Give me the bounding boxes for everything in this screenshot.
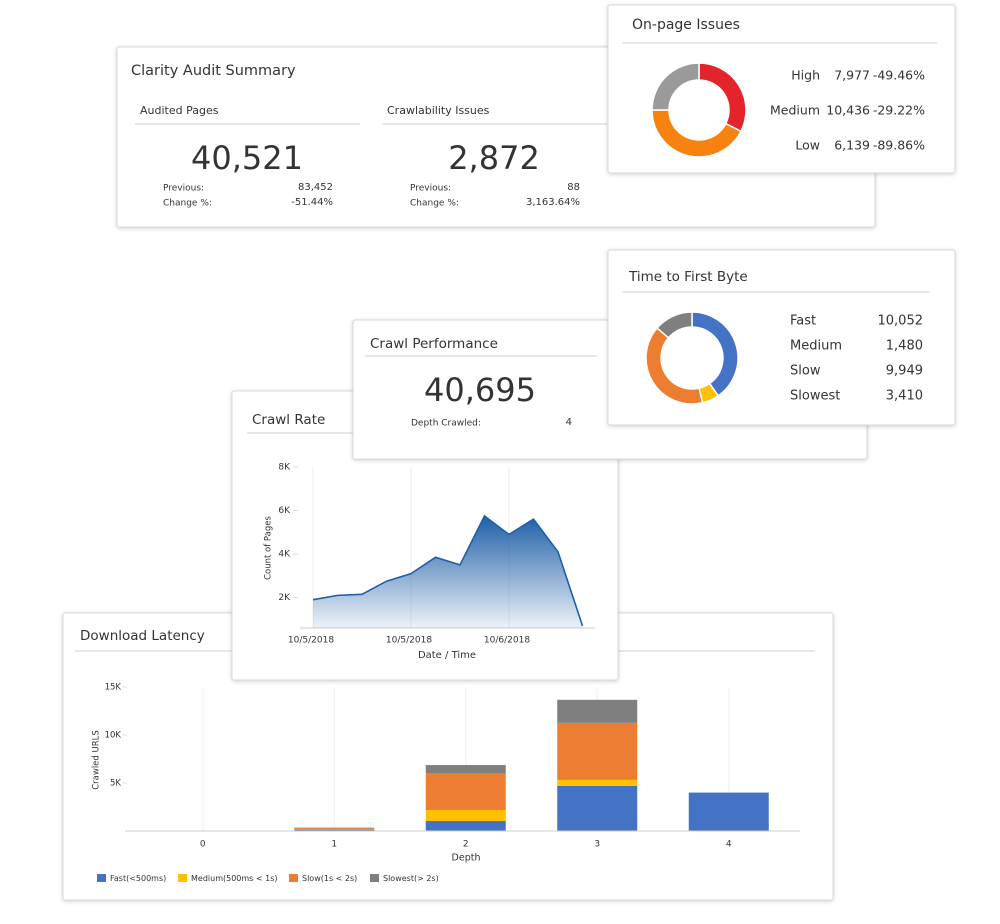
stacked-bar-segment (425, 765, 506, 774)
area-fill (313, 515, 583, 628)
panel-title: Crawl Performance (370, 336, 498, 352)
x-tick-label: 3 (594, 840, 600, 850)
legend-label: High (791, 68, 820, 83)
y-tick-label: 6K (278, 506, 291, 516)
onpage-issues-panel: On-page Issues High 7,977 -49.46% Medium 10,4… (607, 4, 956, 174)
previous-value: 83,452 (298, 182, 333, 193)
stacked-bar-segment (294, 829, 375, 831)
change-value: -51.44% (291, 197, 333, 208)
crawl-rate-panel: Crawl Rate 2K 4K 6K 8K 10/5/2018 10/5/2018 10/6… (231, 390, 619, 681)
panel-title: On-page Issues (632, 17, 740, 33)
download-latency-panel: Download Latency 5K 10K 15K 0 1 2 3 4 Depth Crawle… (62, 612, 834, 901)
legend-label: Medium(500ms < 1s) (191, 874, 278, 883)
legend-label: Fast(<500ms) (110, 874, 166, 883)
y-axis-label: Count of Pages (264, 516, 274, 580)
legend-value: 6,139 (834, 138, 870, 153)
donut-slice (651, 62, 700, 111)
legend-value: 10,052 (878, 314, 924, 329)
stacked-bar-segment (557, 722, 638, 780)
stacked-bar-segment (557, 779, 638, 786)
panel-card (607, 249, 956, 426)
legend-swatch (178, 874, 187, 882)
stacked-bar-segment (425, 809, 506, 822)
legend-value: 10,436 (826, 103, 870, 118)
y-tick-label: 5K (110, 779, 121, 789)
area-line (312, 514, 584, 627)
legend-label: Fast (790, 314, 816, 329)
panel-title: Clarity Audit Summary (131, 63, 296, 79)
x-axis-label: Date / Time (418, 650, 476, 661)
stacked-bar-segment (294, 828, 375, 830)
change-label: Change %: (410, 199, 459, 209)
panel-card (607, 4, 956, 174)
legend-label: Medium (790, 339, 842, 354)
stacked-bar-segment (557, 699, 638, 723)
donut-slice (656, 311, 693, 339)
legend-change: -89.86% (873, 138, 925, 153)
panel-title: Time to First Byte (628, 269, 748, 285)
y-tick-label: 15K (105, 683, 122, 693)
y-tick-label: 4K (278, 550, 291, 560)
stacked-bar-segment (688, 792, 769, 831)
change-label: Change %: (163, 199, 212, 209)
stacked-bar-segment (557, 785, 638, 831)
legend-label: Slowest(> 2s) (383, 874, 439, 883)
card-value: 40,521 (191, 139, 303, 177)
stacked-bar-segment (425, 821, 506, 831)
legend-label: Medium (770, 103, 820, 118)
depth-value: 4 (566, 417, 572, 428)
legend-label: Low (795, 138, 820, 153)
card-label: Crawlability Issues (387, 104, 490, 117)
previous-label: Previous: (163, 184, 204, 194)
depth-label: Depth Crawled: (411, 419, 481, 429)
y-tick-label: 10K (105, 731, 122, 741)
legend-change: -49.46% (873, 68, 925, 83)
x-tick-label: 1 (331, 840, 337, 850)
panel-title: Crawl Rate (252, 412, 325, 428)
legend-label: Slowest (790, 389, 840, 404)
legend-swatch (97, 874, 106, 882)
y-axis-label: Crawled URLS (92, 730, 102, 790)
card-label: Audited Pages (140, 104, 219, 117)
ttfb-panel: Time to First Byte Fast 10,052 Medium 1,480 S… (607, 249, 956, 426)
previous-value: 88 (567, 182, 580, 193)
metric-value: 40,695 (424, 371, 536, 409)
x-tick-label: 10/5/2018 (288, 636, 334, 646)
y-tick-label: 2K (278, 593, 291, 603)
legend-value: 3,410 (886, 389, 923, 404)
legend-swatch (289, 874, 298, 882)
x-tick-label: 10/5/2018 (386, 636, 432, 646)
stacked-bar-segment (425, 773, 506, 810)
x-axis-label: Depth (452, 853, 481, 864)
legend-label: Slow(1s < 2s) (302, 874, 357, 883)
legend-value: 9,949 (886, 364, 923, 379)
legend-value: 7,977 (834, 68, 870, 83)
legend-value: 1,480 (886, 339, 923, 354)
x-tick-label: 10/6/2018 (484, 636, 530, 646)
card-value: 2,872 (448, 139, 540, 177)
y-tick-label: 8K (278, 463, 291, 473)
x-tick-label: 0 (200, 840, 206, 850)
change-value: 3,163.64% (526, 197, 580, 208)
x-tick-label: 4 (726, 840, 732, 850)
legend-label: Slow (790, 364, 821, 379)
legend-change: -29.22% (873, 103, 925, 118)
panel-title: Download Latency (80, 628, 205, 644)
legend-swatch (370, 874, 379, 882)
previous-label: Previous: (410, 184, 451, 194)
x-tick-label: 2 (463, 840, 469, 850)
